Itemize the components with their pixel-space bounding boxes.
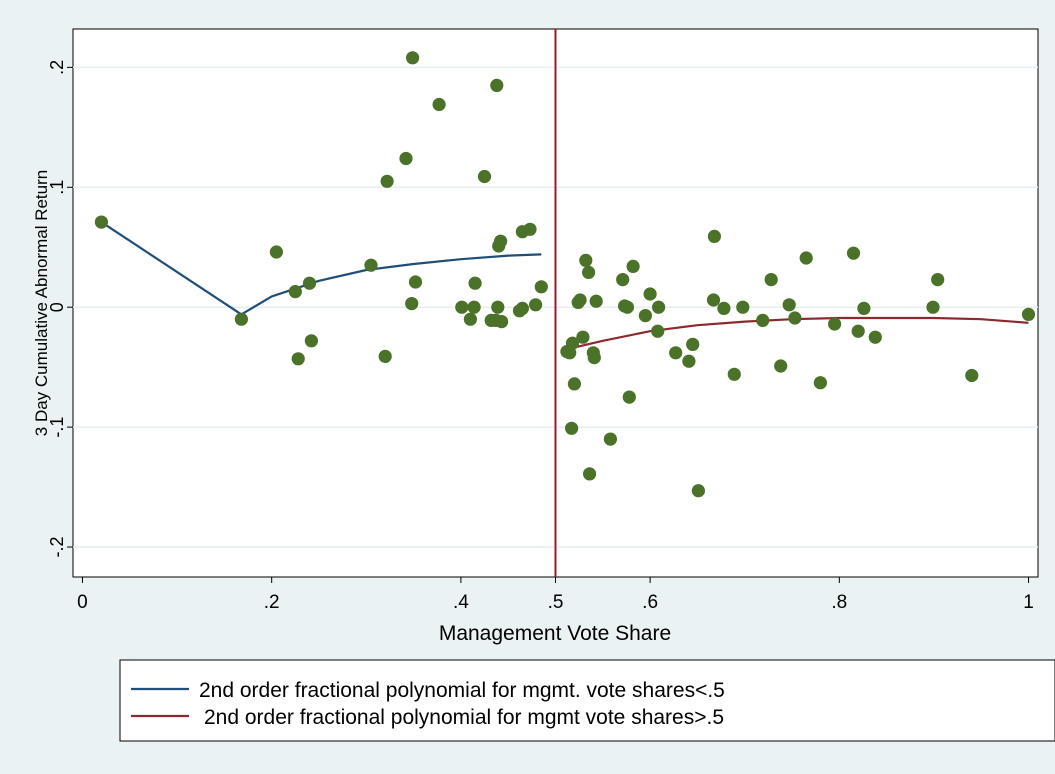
scatter-point bbox=[234, 312, 248, 326]
x-tick-label: 0 bbox=[77, 592, 88, 613]
x-tick-label: .6 bbox=[642, 592, 658, 613]
scatter-point bbox=[477, 169, 492, 184]
scatter-point bbox=[669, 346, 683, 360]
legend-label-above: 2nd order fractional polynomial for mgmt… bbox=[204, 706, 724, 729]
scatter-point bbox=[565, 336, 580, 350]
scatter-point bbox=[288, 285, 302, 299]
fit-line-below-half bbox=[100, 221, 542, 316]
y-tick-label: -.1 bbox=[47, 417, 67, 438]
scatter-point bbox=[813, 376, 828, 390]
scatter-point bbox=[643, 287, 657, 301]
x-tick-label: .8 bbox=[831, 592, 847, 613]
scatter-point bbox=[868, 330, 882, 344]
x-tick-label: .2 bbox=[264, 592, 280, 613]
scatter-point bbox=[587, 351, 601, 365]
scatter-point bbox=[682, 354, 696, 368]
scatter-point bbox=[926, 300, 940, 314]
scatter-point bbox=[965, 368, 979, 383]
scatter-point bbox=[1021, 307, 1036, 321]
scatter-point bbox=[931, 273, 945, 287]
scatter-point bbox=[579, 253, 593, 267]
y-tick-label: -.2 bbox=[47, 537, 67, 558]
scatter-point bbox=[467, 300, 481, 314]
scatter-point bbox=[707, 229, 722, 243]
scatter-point bbox=[529, 298, 543, 312]
scatter-point bbox=[717, 301, 731, 315]
scatter-point bbox=[603, 432, 618, 446]
scatter-point bbox=[782, 298, 796, 312]
y-axis-label: 3 Day Cumulative Abnormal Return bbox=[32, 170, 51, 436]
scatter-point bbox=[491, 300, 505, 314]
scatter-point bbox=[399, 151, 413, 166]
x-tick-label: .5 bbox=[548, 592, 564, 613]
scatter-point bbox=[534, 280, 548, 294]
scatter-point bbox=[291, 352, 305, 366]
scatter-point bbox=[626, 259, 640, 273]
scatter-point bbox=[622, 390, 636, 404]
scatter-point bbox=[408, 275, 423, 289]
scatter-point bbox=[302, 276, 317, 290]
scatter-point bbox=[432, 97, 446, 112]
scatter-point bbox=[94, 215, 108, 229]
scatter-point bbox=[736, 300, 750, 314]
scatter-point bbox=[378, 349, 392, 363]
scatter-point bbox=[799, 251, 813, 265]
scatter-point bbox=[851, 324, 865, 338]
x-axis-label: Management Vote Share bbox=[439, 622, 671, 645]
scatter-point bbox=[788, 311, 802, 325]
legend-box bbox=[119, 659, 1055, 742]
scatter-point bbox=[727, 367, 741, 381]
scatter-point bbox=[490, 78, 504, 92]
scatter-point bbox=[565, 421, 579, 435]
scatter-point bbox=[583, 467, 597, 481]
scatter-point bbox=[828, 317, 842, 331]
scatter-point bbox=[638, 309, 653, 323]
scatter-point bbox=[576, 330, 590, 344]
scatter-point bbox=[764, 273, 778, 287]
scatter-point bbox=[523, 222, 537, 236]
scatter-point bbox=[406, 51, 420, 65]
scatter-point bbox=[691, 484, 706, 498]
scatter-point bbox=[405, 297, 419, 311]
axes: -.2 -.1 0 .1 .2 0 .2 .4 .5 .6 .8 1 bbox=[47, 60, 1034, 613]
y-tick-label: .2 bbox=[47, 60, 67, 75]
scatter-point bbox=[494, 234, 508, 248]
scatter-point bbox=[269, 245, 283, 259]
scatter-point bbox=[582, 265, 596, 279]
scatter-point bbox=[846, 246, 861, 260]
scatter-point bbox=[756, 313, 770, 327]
scatter-point bbox=[304, 334, 318, 348]
scatter-point bbox=[706, 293, 721, 307]
legend: 2nd order fractional polynomial for mgmt… bbox=[119, 659, 1055, 742]
scatter-point bbox=[468, 276, 482, 290]
legend-label-below: 2nd order fractional polynomial for mgmt… bbox=[199, 679, 725, 702]
scatter-points bbox=[94, 51, 1036, 498]
scatter-point bbox=[620, 300, 635, 314]
scatter-point bbox=[652, 300, 666, 314]
scatter-point bbox=[651, 324, 665, 338]
scatter-point bbox=[455, 300, 469, 314]
scatter-point bbox=[686, 337, 700, 351]
scatter-point bbox=[774, 359, 788, 373]
scatter-point bbox=[364, 258, 378, 272]
x-tick-label: 1 bbox=[1023, 592, 1034, 613]
scatter-point bbox=[380, 174, 394, 188]
scatter-point bbox=[515, 301, 530, 315]
scatter-point bbox=[857, 301, 871, 315]
scatter-point bbox=[573, 293, 587, 307]
scatter-point bbox=[463, 312, 477, 326]
y-tick-label: 0 bbox=[47, 302, 67, 312]
scatter-point bbox=[495, 315, 509, 329]
scatter-point bbox=[567, 377, 582, 391]
scatter-point bbox=[616, 273, 630, 287]
x-tick-label: .4 bbox=[453, 592, 469, 613]
scatter-point bbox=[589, 294, 603, 308]
y-tick-label: .1 bbox=[47, 180, 67, 195]
